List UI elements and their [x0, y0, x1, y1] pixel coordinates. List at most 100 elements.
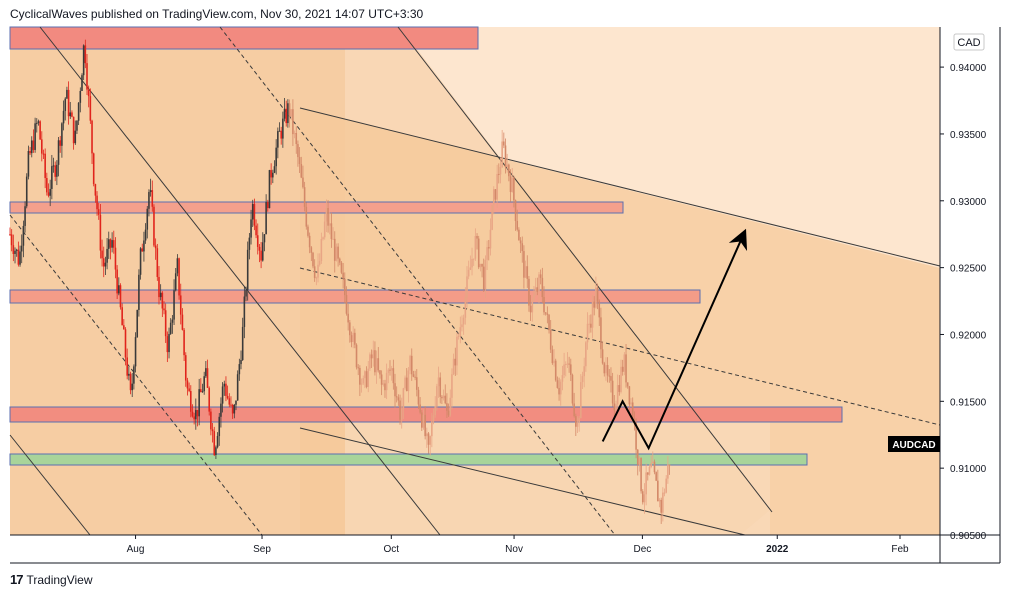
candle-body	[290, 109, 293, 117]
candle-body	[352, 332, 354, 343]
candle-body	[581, 376, 584, 383]
candle-body	[640, 457, 642, 492]
candle-body	[54, 165, 56, 177]
candle-body	[258, 246, 261, 251]
candle-body	[580, 382, 582, 419]
candle-body	[131, 383, 134, 391]
candle-body	[268, 170, 271, 209]
candle-body	[447, 410, 450, 416]
candle-body	[49, 188, 51, 196]
candle-body	[265, 202, 267, 235]
candle-body	[273, 166, 276, 173]
candle-body	[141, 248, 144, 252]
candle-body	[111, 240, 113, 248]
candle-body	[216, 436, 219, 448]
candle-body	[650, 463, 652, 467]
candle-body	[166, 336, 169, 353]
price-ticks: 0.94000 0.93500 0.93000 0.92500 0.92000 0.915…	[940, 63, 987, 542]
candle-body	[128, 373, 130, 376]
candle-body	[591, 301, 594, 328]
candle-body	[220, 403, 222, 417]
candle-body	[226, 395, 229, 399]
candle-body	[325, 208, 328, 222]
candle-body	[317, 264, 319, 278]
time-tick-label: 2022	[766, 544, 789, 555]
candle-body	[556, 380, 559, 388]
steep-trendline-3	[9, 434, 91, 536]
candle-body	[370, 354, 373, 359]
candle-body	[263, 234, 266, 243]
candle-body	[154, 245, 157, 249]
candle-body	[668, 464, 671, 466]
candle-body	[32, 140, 35, 150]
time-ticks: Aug Sep Oct Nov Dec 2022 Feb	[127, 535, 909, 555]
candle-body	[133, 366, 135, 384]
candle-body	[72, 116, 75, 144]
candle-body	[523, 251, 525, 278]
candle-body	[171, 319, 174, 323]
candle-body	[241, 326, 244, 361]
candle-body	[332, 238, 334, 240]
candle-body	[184, 355, 187, 381]
candle-body	[322, 237, 324, 240]
candle-body	[410, 355, 413, 375]
candle-body	[354, 332, 356, 345]
candle-body	[79, 90, 82, 103]
candle-body	[427, 433, 430, 445]
footer-brand[interactable]: TradingView	[26, 572, 93, 587]
candle-body	[59, 140, 62, 146]
candle-body	[543, 297, 545, 313]
candle-body	[655, 472, 657, 481]
candle-body	[101, 250, 103, 259]
candle-body	[646, 472, 649, 475]
price-tick-label: 0.91500	[950, 397, 987, 408]
candle-body	[548, 314, 550, 331]
candle-body	[402, 388, 405, 409]
candle-body	[178, 258, 180, 296]
resistance-zone-924	[9, 289, 701, 304]
candle-body	[409, 355, 411, 371]
candle-body	[365, 371, 368, 387]
price-tick-label: 0.92000	[950, 330, 987, 341]
candle-body	[42, 153, 45, 155]
candle-body	[151, 190, 154, 207]
candle-body	[531, 300, 534, 313]
candle-body	[513, 177, 515, 201]
candle-body	[303, 187, 306, 207]
candle-body	[35, 122, 38, 124]
candle-body	[595, 287, 597, 308]
candle-body	[106, 248, 108, 263]
candle-body	[544, 312, 547, 314]
candle-body	[205, 368, 207, 377]
candle-body	[243, 296, 246, 327]
candle-body	[297, 144, 299, 158]
candle-body	[308, 235, 311, 248]
candle-body	[534, 287, 537, 295]
candle-body	[611, 380, 614, 404]
candle-body	[605, 365, 607, 374]
candle-body	[528, 278, 530, 306]
candle-body	[566, 363, 569, 365]
candle-body	[30, 140, 33, 154]
candle-body	[481, 263, 483, 267]
candle-body	[313, 266, 316, 278]
candle-body	[278, 130, 281, 132]
candle-body	[193, 416, 195, 420]
candle-body	[235, 400, 237, 405]
channel-lower-line	[299, 427, 746, 536]
candle-body	[114, 247, 117, 270]
candle-body	[628, 386, 631, 405]
candle-body	[652, 461, 654, 464]
candle-body	[253, 203, 256, 226]
candle-body	[526, 266, 529, 279]
candle-body	[387, 369, 390, 373]
candle-body	[369, 354, 371, 369]
candle-body	[441, 396, 443, 399]
candle-body	[123, 325, 125, 330]
candle-body	[119, 285, 122, 308]
candle-body	[188, 388, 190, 392]
candle-body	[578, 418, 580, 423]
candle-body	[583, 366, 585, 377]
footer: 17 TradingView	[10, 572, 93, 587]
